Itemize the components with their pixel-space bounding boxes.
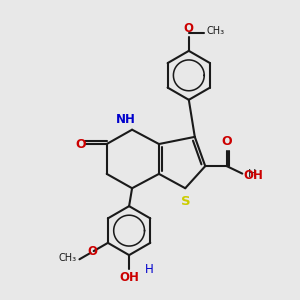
Text: CH₃: CH₃ — [58, 253, 76, 263]
Text: CH₃: CH₃ — [206, 26, 224, 36]
Text: NH: NH — [116, 112, 136, 125]
Text: O: O — [75, 137, 86, 151]
Text: O: O — [221, 135, 232, 148]
Text: S: S — [181, 195, 190, 208]
Text: O: O — [87, 244, 97, 258]
Text: OH: OH — [119, 271, 139, 284]
Text: O: O — [184, 22, 194, 35]
Text: OH: OH — [244, 169, 264, 182]
Text: H: H — [248, 169, 256, 178]
Text: H: H — [145, 263, 153, 276]
